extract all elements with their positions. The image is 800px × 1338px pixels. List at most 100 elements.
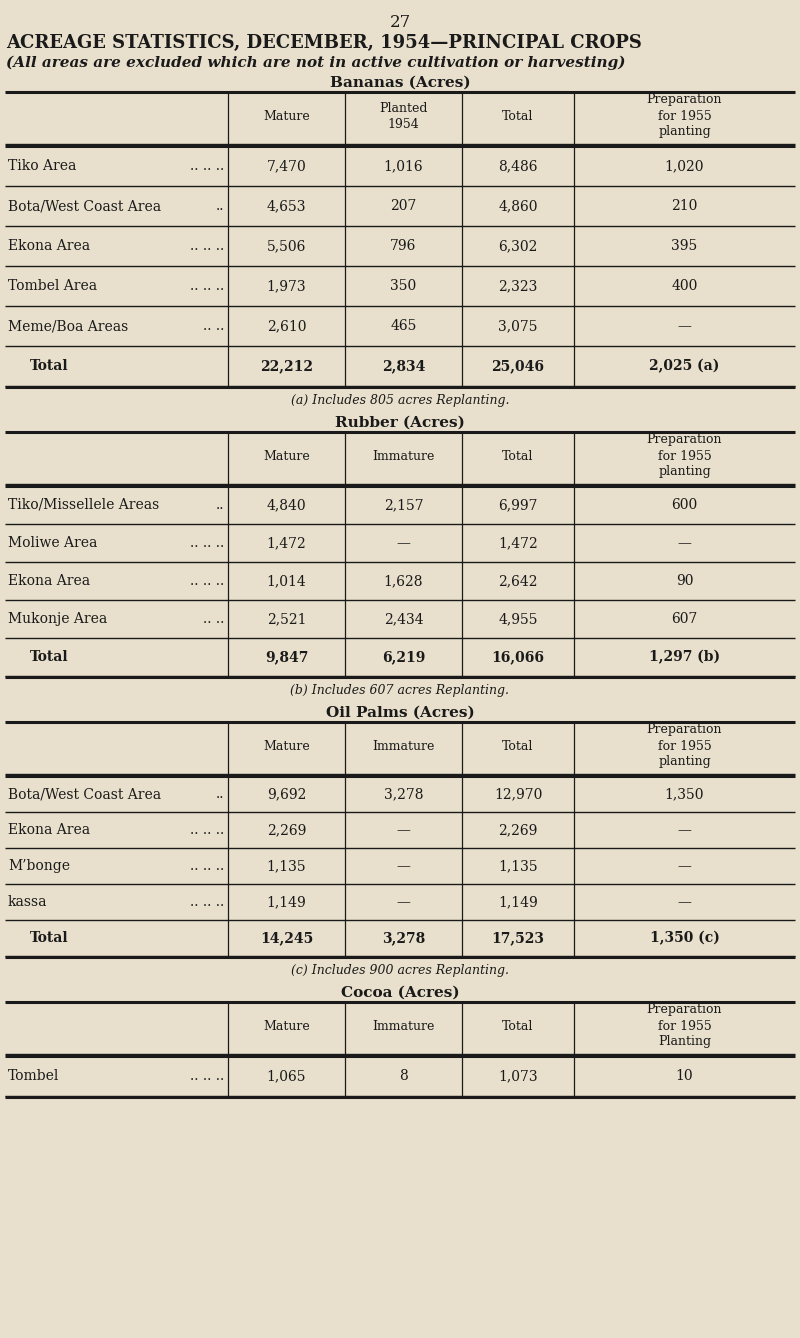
Text: 2,834: 2,834 bbox=[382, 359, 425, 373]
Text: 1,297 (b): 1,297 (b) bbox=[649, 650, 720, 664]
Text: —: — bbox=[678, 859, 691, 872]
Text: 4,653: 4,653 bbox=[266, 199, 306, 213]
Text: Tiko/Missellele Areas: Tiko/Missellele Areas bbox=[8, 498, 159, 512]
Text: Bota/West Coast Area: Bota/West Coast Area bbox=[8, 199, 161, 213]
Text: 600: 600 bbox=[671, 498, 698, 512]
Text: 25,046: 25,046 bbox=[491, 359, 545, 373]
Text: .. ..: .. .. bbox=[202, 318, 224, 333]
Text: 3,278: 3,278 bbox=[382, 931, 425, 945]
Text: 2,269: 2,269 bbox=[498, 823, 538, 838]
Text: 4,860: 4,860 bbox=[498, 199, 538, 213]
Text: 27: 27 bbox=[390, 13, 410, 31]
Text: Immature: Immature bbox=[372, 1020, 434, 1033]
Text: 5,506: 5,506 bbox=[267, 240, 306, 253]
Text: 350: 350 bbox=[390, 280, 417, 293]
Text: Moliwe Area: Moliwe Area bbox=[8, 537, 98, 550]
Text: 607: 607 bbox=[671, 611, 698, 626]
Text: Tombel Area: Tombel Area bbox=[8, 280, 97, 293]
Text: Preparation
for 1955
Planting: Preparation for 1955 Planting bbox=[646, 1004, 722, 1049]
Text: Tiko Area: Tiko Area bbox=[8, 159, 76, 173]
Text: 1,014: 1,014 bbox=[266, 574, 306, 587]
Text: Total: Total bbox=[30, 931, 69, 945]
Text: ACREAGE STATISTICS, DECEMBER, 1954—PRINCIPAL CROPS: ACREAGE STATISTICS, DECEMBER, 1954—PRINC… bbox=[6, 33, 642, 52]
Text: Tombel: Tombel bbox=[8, 1069, 59, 1082]
Text: .. .. ..: .. .. .. bbox=[190, 859, 224, 872]
Text: 207: 207 bbox=[390, 199, 417, 213]
Text: 210: 210 bbox=[671, 199, 698, 213]
Text: Preparation
for 1955
planting: Preparation for 1955 planting bbox=[646, 94, 722, 139]
Text: (All areas are excluded which are not in active cultivation or harvesting): (All areas are excluded which are not in… bbox=[6, 56, 626, 71]
Text: .. .. ..: .. .. .. bbox=[190, 240, 224, 253]
Text: 2,323: 2,323 bbox=[498, 280, 538, 293]
Text: 1,135: 1,135 bbox=[266, 859, 306, 872]
Text: ..: .. bbox=[215, 498, 224, 512]
Text: .. .. ..: .. .. .. bbox=[190, 159, 224, 173]
Text: Mature: Mature bbox=[263, 1020, 310, 1033]
Text: 14,245: 14,245 bbox=[260, 931, 313, 945]
Text: Bota/West Coast Area: Bota/West Coast Area bbox=[8, 787, 161, 801]
Text: 1,020: 1,020 bbox=[665, 159, 704, 173]
Text: 2,269: 2,269 bbox=[267, 823, 306, 838]
Text: 1,065: 1,065 bbox=[266, 1069, 306, 1082]
Text: —: — bbox=[678, 537, 691, 550]
Text: Ekona Area: Ekona Area bbox=[8, 823, 90, 838]
Text: (a) Includes 805 acres Replanting.: (a) Includes 805 acres Replanting. bbox=[290, 393, 510, 407]
Text: Preparation
for 1955
planting: Preparation for 1955 planting bbox=[646, 724, 722, 768]
Text: 1,472: 1,472 bbox=[498, 537, 538, 550]
Text: .. .. ..: .. .. .. bbox=[190, 574, 224, 587]
Text: 2,157: 2,157 bbox=[384, 498, 423, 512]
Text: 2,025 (a): 2,025 (a) bbox=[650, 359, 720, 373]
Text: 400: 400 bbox=[671, 280, 698, 293]
Text: 3,075: 3,075 bbox=[498, 318, 538, 333]
Text: 10: 10 bbox=[676, 1069, 694, 1082]
Text: 6,997: 6,997 bbox=[498, 498, 538, 512]
Text: 1,973: 1,973 bbox=[266, 280, 306, 293]
Text: 1,350 (c): 1,350 (c) bbox=[650, 931, 719, 945]
Text: Immature: Immature bbox=[372, 740, 434, 752]
Text: 1,350: 1,350 bbox=[665, 787, 704, 801]
Text: 1,135: 1,135 bbox=[498, 859, 538, 872]
Text: 1,073: 1,073 bbox=[498, 1069, 538, 1082]
Text: Ekona Area: Ekona Area bbox=[8, 574, 90, 587]
Text: Cocoa (Acres): Cocoa (Acres) bbox=[341, 986, 459, 999]
Text: —: — bbox=[397, 895, 410, 909]
Text: 796: 796 bbox=[390, 240, 417, 253]
Text: Preparation
for 1955
planting: Preparation for 1955 planting bbox=[646, 434, 722, 479]
Text: 8,486: 8,486 bbox=[498, 159, 538, 173]
Text: 4,955: 4,955 bbox=[498, 611, 538, 626]
Text: —: — bbox=[397, 859, 410, 872]
Text: .. .. ..: .. .. .. bbox=[190, 823, 224, 838]
Text: 2,642: 2,642 bbox=[498, 574, 538, 587]
Text: 1,628: 1,628 bbox=[384, 574, 423, 587]
Text: 1,016: 1,016 bbox=[384, 159, 423, 173]
Text: Rubber (Acres): Rubber (Acres) bbox=[335, 416, 465, 429]
Text: (b) Includes 607 acres Replanting.: (b) Includes 607 acres Replanting. bbox=[290, 684, 510, 697]
Text: kassa: kassa bbox=[8, 895, 47, 909]
Text: —: — bbox=[678, 823, 691, 838]
Text: —: — bbox=[678, 895, 691, 909]
Text: 6,219: 6,219 bbox=[382, 650, 425, 664]
Text: 3,278: 3,278 bbox=[384, 787, 423, 801]
Text: Meme/Boa Areas: Meme/Boa Areas bbox=[8, 318, 128, 333]
Text: —: — bbox=[678, 318, 691, 333]
Text: 17,523: 17,523 bbox=[491, 931, 545, 945]
Text: .. .. ..: .. .. .. bbox=[190, 537, 224, 550]
Text: 90: 90 bbox=[676, 574, 694, 587]
Text: 1,149: 1,149 bbox=[266, 895, 306, 909]
Text: (c) Includes 900 acres Replanting.: (c) Includes 900 acres Replanting. bbox=[291, 963, 509, 977]
Text: 2,521: 2,521 bbox=[266, 611, 306, 626]
Text: 6,302: 6,302 bbox=[498, 240, 538, 253]
Text: Bananas (Acres): Bananas (Acres) bbox=[330, 76, 470, 90]
Text: 8: 8 bbox=[399, 1069, 408, 1082]
Text: Total: Total bbox=[502, 740, 534, 752]
Text: ..: .. bbox=[215, 199, 224, 213]
Text: 7,470: 7,470 bbox=[266, 159, 306, 173]
Text: Mature: Mature bbox=[263, 450, 310, 463]
Text: 16,066: 16,066 bbox=[491, 650, 545, 664]
Text: Total: Total bbox=[30, 650, 69, 664]
Text: Total: Total bbox=[502, 1020, 534, 1033]
Text: —: — bbox=[397, 823, 410, 838]
Text: Total: Total bbox=[502, 450, 534, 463]
Text: .. .. ..: .. .. .. bbox=[190, 280, 224, 293]
Text: Total: Total bbox=[30, 359, 69, 373]
